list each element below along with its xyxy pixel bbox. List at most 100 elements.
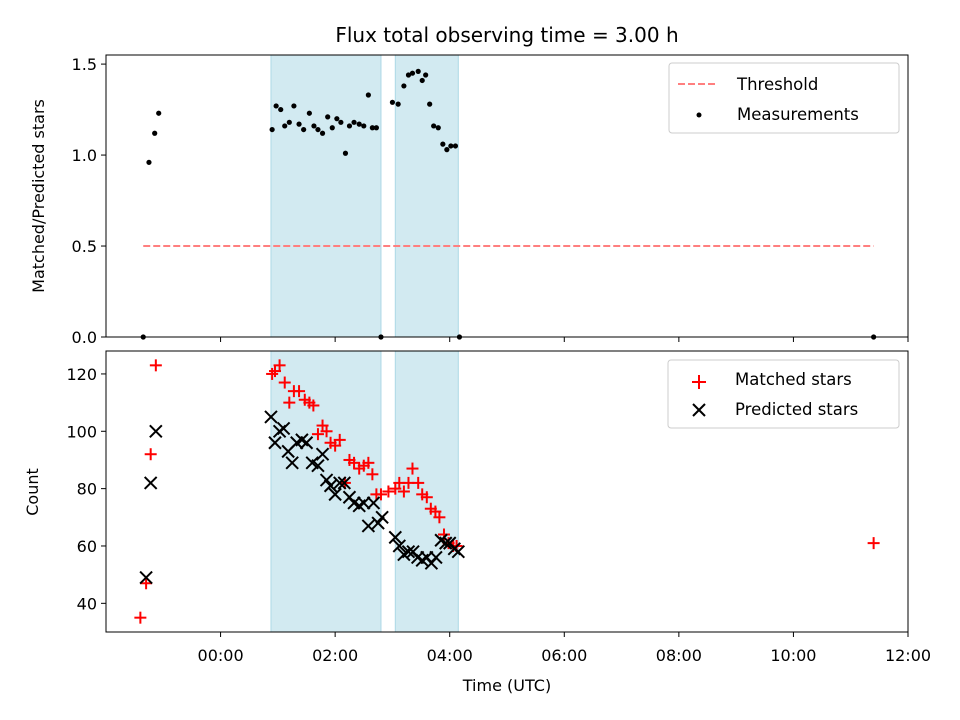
y-tick-label: 1.0 (72, 146, 97, 165)
measurement-point (273, 103, 279, 109)
x-b (315, 447, 330, 461)
x-b (295, 433, 309, 447)
predicted-star-point (276, 421, 291, 436)
top-panel: 0.0 0.5 1.0 1.5 Matched/Predicted stars Thr… (29, 54, 909, 347)
measurement-point (427, 101, 433, 107)
measurement-point (311, 123, 317, 129)
bottom-axes-frame (105, 350, 909, 633)
legend-measurements-label: Measurements (737, 105, 859, 124)
predicted-star-point (143, 476, 158, 490)
x-b (285, 456, 299, 470)
matched-star-point (134, 611, 147, 624)
x-tick-label: 02:00 (312, 646, 358, 665)
predicted-star-point (285, 456, 299, 470)
measurement-point (338, 119, 344, 125)
bottom-x-ticks: 00:00 02:00 04:00 06:00 08:00 10:00 12:00 (198, 632, 931, 665)
measurement-point (296, 121, 302, 127)
legend-matched-swatch (692, 375, 706, 389)
x-b (139, 570, 153, 585)
x-b (438, 536, 453, 550)
y-tick-label: 120 (66, 365, 97, 384)
measurement-point (156, 110, 162, 116)
shaded-interval-1 (394, 54, 459, 338)
legend-predicted-label: Predicted stars (735, 400, 858, 419)
measurement-point (329, 125, 335, 131)
predicted-star-point (337, 476, 352, 490)
predicted-star-point (451, 545, 466, 559)
predicted-star-point (361, 519, 376, 533)
x-b (264, 410, 278, 424)
measurement-point (152, 130, 158, 136)
legend-predicted-swatch (692, 403, 706, 417)
predicted-star-point (357, 496, 371, 510)
x-b (337, 476, 352, 490)
top-y-axis-label: Matched/Predicted stars (29, 99, 48, 293)
x-b (401, 545, 416, 559)
y-tick-label: 1.5 (72, 55, 97, 74)
measurement-point (409, 70, 416, 76)
x-b (143, 476, 158, 490)
matched-star-point (283, 396, 296, 409)
predicted-star-point (375, 510, 389, 525)
measurement-point (269, 126, 275, 133)
shaded-interval-0 (270, 54, 382, 338)
predicted-star-point (388, 530, 402, 545)
legend-measurements-swatch (696, 112, 702, 118)
matched-star-point (320, 425, 333, 438)
x-b (366, 496, 381, 510)
measurement-point (356, 121, 362, 127)
matched-star-point (362, 456, 375, 469)
measurement-point (346, 123, 353, 129)
matched-star-point (433, 511, 446, 524)
bottom-series (134, 359, 880, 624)
bottom-y-ticks: 40 60 80 100 120 (66, 365, 106, 613)
x-tick-label: 10:00 (770, 646, 816, 665)
predicted-star-point (328, 487, 342, 502)
top-x-ticks (220, 337, 909, 342)
x-tick-label: 06:00 (541, 646, 587, 665)
x-b (429, 550, 443, 565)
measurement-point (369, 125, 375, 131)
legend-matched-label: Matched stars (735, 370, 852, 389)
matched-star-point (397, 485, 410, 498)
matched-star-point (333, 433, 346, 446)
bottom-y-axis-label: Count (23, 468, 42, 516)
predicted-star-point (139, 570, 153, 585)
matched-star-point (140, 577, 153, 590)
measurement-point (291, 103, 297, 109)
y-tick-label: 60 (77, 537, 97, 556)
matched-star-point (293, 385, 306, 398)
measurement-point (319, 130, 326, 136)
x-b (361, 519, 376, 533)
x-b (347, 496, 361, 510)
measurement-point (395, 101, 401, 107)
x-b (305, 456, 319, 470)
measurement-point (282, 123, 288, 129)
y-tick-label: 0.0 (72, 328, 97, 347)
measurement-point (389, 99, 396, 105)
measurement-point (440, 141, 446, 147)
predicted-star-point (371, 516, 385, 530)
x-b (333, 476, 347, 490)
predicted-star-point (438, 536, 453, 550)
x-b (451, 545, 466, 559)
y-tick-label: 40 (77, 594, 97, 613)
x-b (276, 421, 291, 436)
x-tick-label: 08:00 (656, 646, 702, 665)
measurement-point (325, 114, 331, 120)
predicted-star-point (315, 447, 330, 461)
measurement-point (361, 123, 367, 129)
top-series (140, 68, 877, 340)
x-b (357, 496, 371, 510)
measurement-point (448, 143, 454, 149)
top-shaded-regions (270, 54, 459, 338)
y-tick-label: 100 (66, 422, 97, 441)
matched-star-point (420, 491, 433, 504)
matched-star-point (366, 468, 379, 481)
bottom-x-axis-label: Time (UTC) (462, 676, 551, 695)
measurement-point (452, 143, 459, 149)
measurement-point (435, 125, 441, 131)
measurement-point (423, 72, 429, 78)
